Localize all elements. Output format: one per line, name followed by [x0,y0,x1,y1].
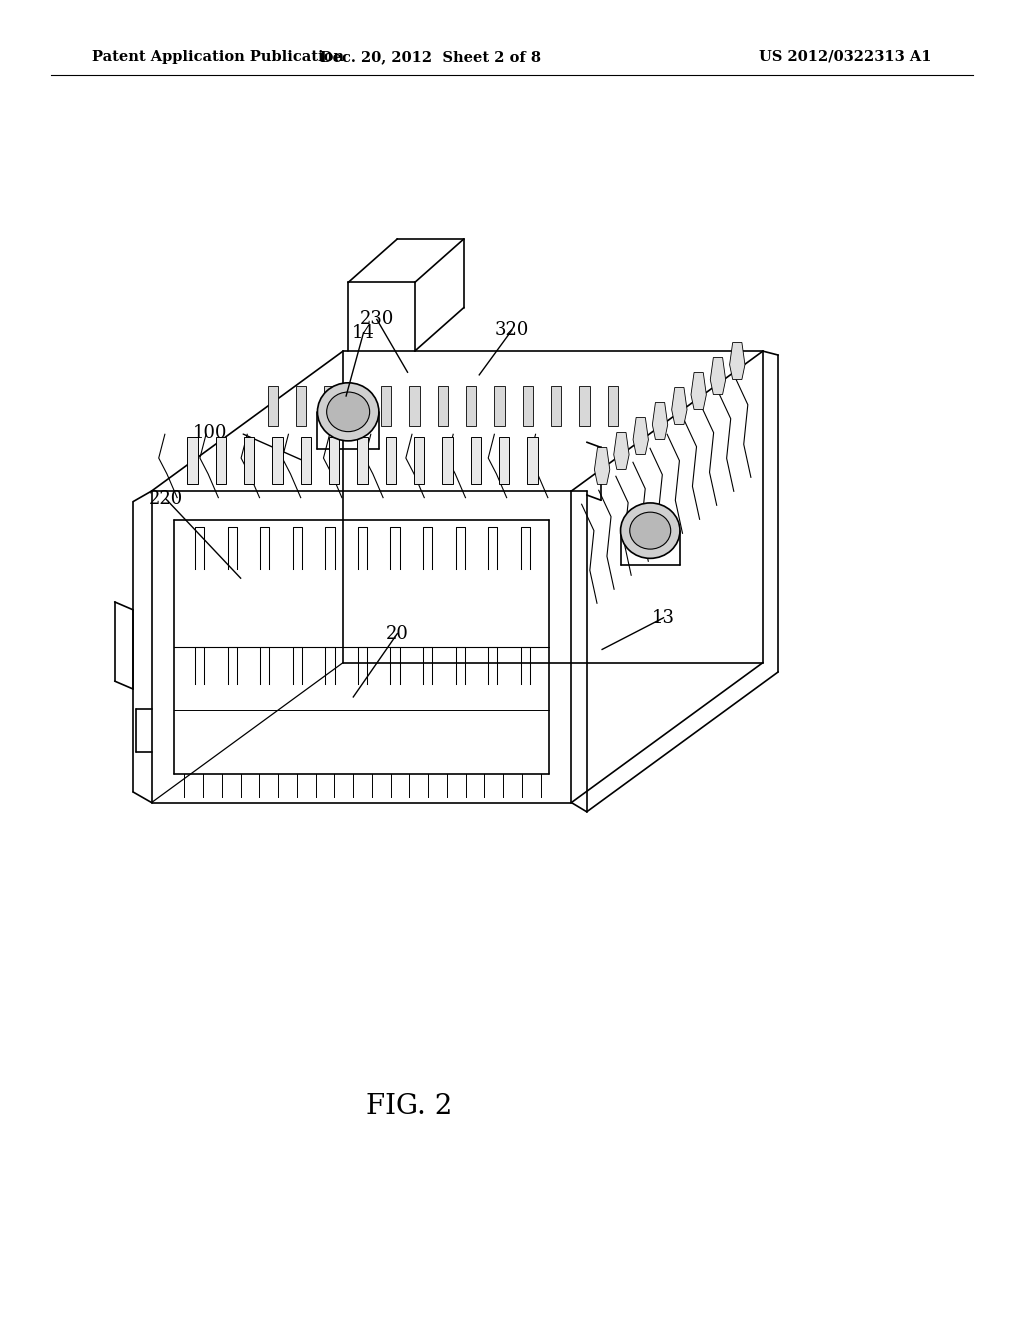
Polygon shape [672,388,687,425]
Polygon shape [268,385,279,425]
Text: 20: 20 [386,624,409,643]
Polygon shape [216,437,226,484]
Polygon shape [353,385,364,425]
Polygon shape [499,437,509,484]
Polygon shape [691,372,707,409]
Polygon shape [523,385,534,425]
Polygon shape [633,417,648,454]
Polygon shape [325,385,335,425]
Text: 220: 220 [148,490,183,508]
Polygon shape [471,437,481,484]
Text: 100: 100 [193,424,227,442]
Text: 230: 230 [359,310,394,329]
Polygon shape [244,437,254,484]
Polygon shape [466,385,476,425]
Text: 320: 320 [495,321,529,339]
Text: US 2012/0322313 A1: US 2012/0322313 A1 [760,50,932,63]
Polygon shape [438,385,449,425]
Polygon shape [495,385,505,425]
Polygon shape [580,385,590,425]
Polygon shape [595,447,610,484]
Text: FIG. 2: FIG. 2 [367,1093,453,1119]
Polygon shape [711,358,726,395]
Polygon shape [410,385,420,425]
Polygon shape [414,437,424,484]
Polygon shape [608,385,618,425]
Ellipse shape [621,503,680,558]
Ellipse shape [327,392,370,432]
Polygon shape [527,437,538,484]
Polygon shape [329,437,339,484]
Text: 13: 13 [652,609,675,627]
Text: Patent Application Publication: Patent Application Publication [92,50,344,63]
Text: Dec. 20, 2012  Sheet 2 of 8: Dec. 20, 2012 Sheet 2 of 8 [319,50,541,63]
Ellipse shape [630,512,671,549]
Polygon shape [729,342,744,380]
Polygon shape [301,437,311,484]
Polygon shape [272,437,283,484]
Polygon shape [613,433,629,470]
Polygon shape [386,437,396,484]
Polygon shape [381,385,391,425]
Text: 14: 14 [352,323,375,342]
Polygon shape [652,403,668,440]
Polygon shape [357,437,368,484]
Polygon shape [187,437,198,484]
Ellipse shape [317,383,379,441]
Polygon shape [551,385,561,425]
Polygon shape [442,437,453,484]
Polygon shape [296,385,306,425]
